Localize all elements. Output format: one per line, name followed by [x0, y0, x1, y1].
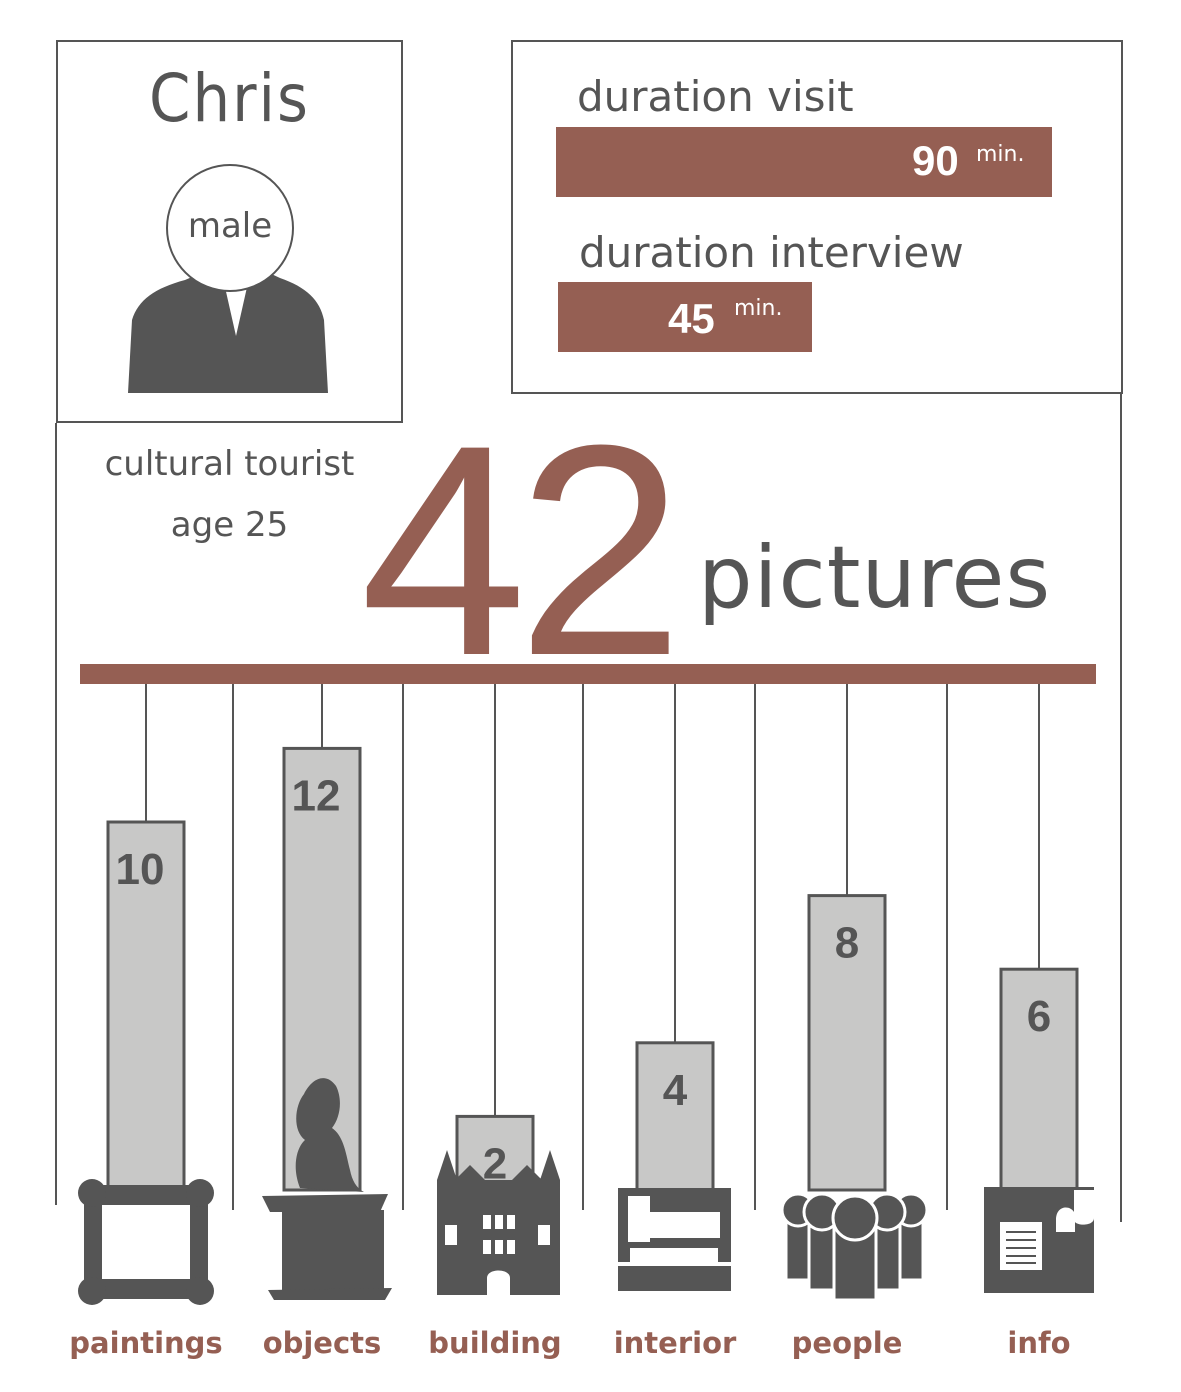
bar-interior — [635, 1041, 715, 1192]
bar-value-label: 4 — [663, 1066, 688, 1115]
interior-icon — [618, 1188, 731, 1291]
visitor-age: age 25 — [170, 505, 289, 545]
people-icon — [780, 1192, 929, 1302]
interview-duration-label: duration interview — [579, 228, 964, 277]
category-label-interior: interior — [613, 1326, 737, 1360]
category-label-objects: objects — [262, 1326, 382, 1360]
frame-icon — [78, 1179, 214, 1305]
bar-info — [999, 967, 1079, 1192]
bar-value-label: 8 — [835, 919, 859, 968]
category-label-info: info — [1007, 1326, 1071, 1360]
profile-card — [56, 40, 403, 423]
total-pictures-number: 42 — [360, 382, 684, 718]
interview-duration-bar — [558, 282, 812, 352]
category-label-building: building — [428, 1326, 562, 1360]
visit-duration-label: duration visit — [577, 72, 854, 121]
visit-duration-bar — [556, 127, 1052, 197]
statue-icon — [262, 1078, 392, 1300]
gender-label: male — [187, 206, 273, 246]
bar-value-label: 6 — [1027, 992, 1051, 1041]
duration-card — [511, 40, 1123, 394]
person-name: Chris — [149, 60, 310, 137]
interview-duration-value: 45 — [668, 295, 715, 342]
interview-duration-unit: min. — [734, 296, 783, 321]
chart-top-rail — [80, 664, 1096, 684]
total-pictures-unit: pictures — [698, 528, 1052, 628]
person-avatar-icon — [128, 164, 328, 393]
info-icon — [984, 1187, 1094, 1293]
visitor-type: cultural tourist — [104, 444, 355, 484]
category-label-people: people — [791, 1326, 903, 1360]
category-label-paintings: paintings — [69, 1326, 223, 1360]
visit-duration-unit: min. — [976, 142, 1025, 167]
building-icon — [437, 1150, 560, 1295]
bar-value-label: 10 — [116, 845, 165, 894]
bar-value-label: 12 — [292, 771, 341, 820]
bar-paintings — [106, 820, 186, 1192]
visit-duration-value: 90 — [912, 137, 959, 184]
bar-people — [807, 894, 887, 1192]
